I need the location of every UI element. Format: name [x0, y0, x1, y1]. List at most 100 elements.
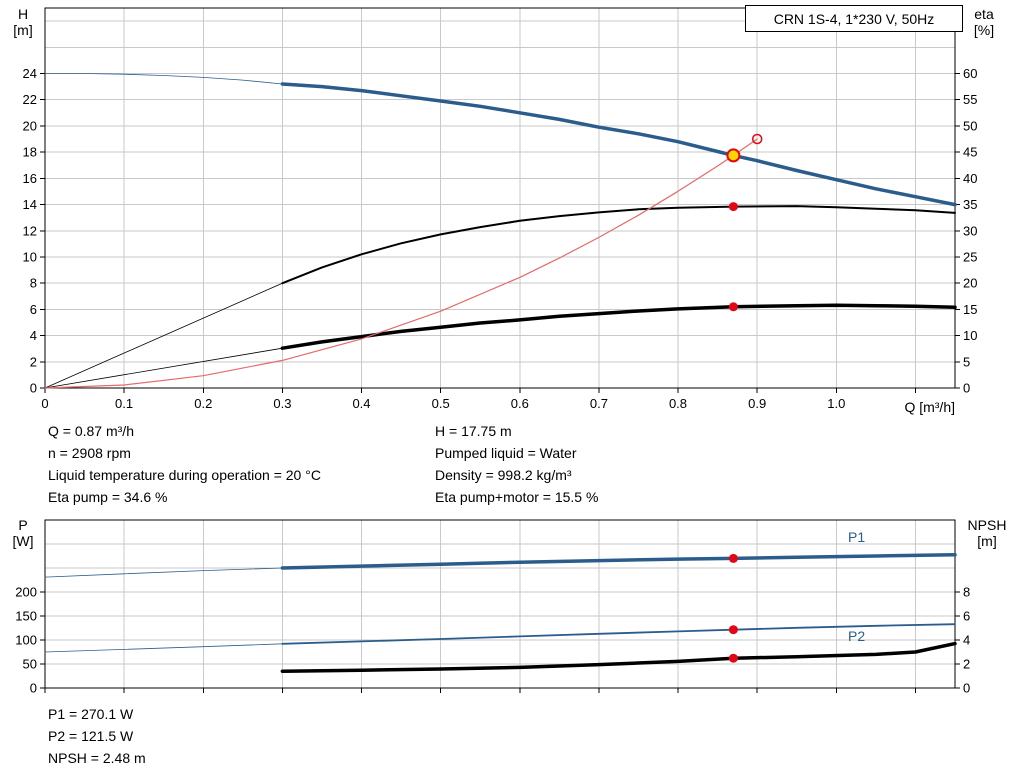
right-tick-label: 10 [963, 328, 977, 343]
curve-point-marker [728, 302, 738, 312]
left-tick-label: 24 [23, 66, 37, 81]
info-line-liquid-temp: Liquid temperature during operation = 20… [48, 467, 321, 483]
right-tick-label: 45 [963, 145, 977, 160]
info-line-npsh: NPSH = 2.48 m [48, 750, 146, 766]
info-line-eta-pump-motor: Eta pump+motor = 15.5 % [435, 489, 599, 505]
left-tick-label: 150 [15, 609, 37, 624]
left-tick-label: 12 [23, 223, 37, 238]
left-tick-label: 20 [23, 118, 37, 133]
axis-title-line: [%] [973, 22, 995, 38]
series-p2-extension [44, 643, 283, 653]
top-right-axis-title: eta [%] [962, 6, 1006, 38]
info-line-h: H = 17.75 m [435, 423, 512, 439]
series-p1-extension [44, 567, 283, 578]
right-tick-label: 8 [963, 585, 970, 600]
axis-title-line: H [17, 6, 29, 22]
series-eta-pump-motor-curve [280, 303, 957, 350]
x-tick-label: 0.6 [511, 396, 529, 411]
curve-point-marker [728, 202, 738, 212]
series-eta-pump-extension [44, 282, 283, 389]
x-tick-label: 0.8 [669, 396, 687, 411]
right-tick-label: 30 [963, 223, 977, 238]
axis-title-line: eta [974, 6, 994, 22]
curve-point-marker [728, 653, 738, 663]
right-tick-label: 0 [963, 381, 970, 396]
top-left-axis-title: H [m] [5, 6, 41, 38]
axis-title-line: [m] [977, 533, 997, 549]
axis-title-line: [W] [12, 533, 34, 549]
axis-title-line: [m] [13, 22, 33, 38]
info-line-pumped-liquid: Pumped liquid = Water [435, 445, 577, 461]
p1-curve-label: P1 [848, 529, 866, 545]
x-tick-label: 0.2 [194, 396, 212, 411]
curve-title-box: CRN 1S-4, 1*230 V, 50Hz [745, 5, 963, 32]
left-tick-label: 6 [30, 302, 37, 317]
right-tick-label: 2 [963, 657, 970, 672]
right-tick-label: 15 [963, 302, 977, 317]
series-system-curve [44, 138, 758, 389]
x-tick-label: 1.0 [827, 396, 845, 411]
x-tick-label: 0.1 [115, 396, 133, 411]
right-tick-label: 55 [963, 92, 977, 107]
bottom-chart-axis-ticks: 0 50 100 150 200 0 2 4 6 8 [15, 585, 970, 696]
bottom-chart-grid [45, 520, 955, 688]
duty-point-marker[interactable] [726, 148, 741, 163]
left-tick-label: 200 [15, 585, 37, 600]
x-tick-label: 0.3 [273, 396, 291, 411]
right-tick-label: 20 [963, 276, 977, 291]
series-head-curve [280, 82, 957, 207]
bottom-left-axis-title: P [W] [5, 517, 41, 549]
left-tick-label: 22 [23, 92, 37, 107]
left-tick-label: 100 [15, 633, 37, 648]
left-tick-label: 18 [23, 145, 37, 160]
top-chart-frame [44, 7, 956, 389]
power-info-block: P1 = 270.1 W P2 = 121.5 W NPSH = 2.48 m [48, 703, 146, 769]
left-tick-label: 14 [23, 197, 37, 212]
left-tick-label: 2 [30, 354, 37, 369]
left-tick-label: 10 [23, 250, 37, 265]
right-tick-label: 35 [963, 197, 977, 212]
x-tick-label: 0.7 [590, 396, 608, 411]
right-tick-label: 60 [963, 66, 977, 81]
series-eta-pump-curve [281, 205, 956, 285]
x-tick-label: 0.4 [352, 396, 370, 411]
left-tick-label: 50 [23, 657, 37, 672]
bottom-chart: 0 50 100 150 200 0 2 4 6 8 [15, 519, 970, 696]
curve-point-marker [728, 553, 738, 563]
duty-info-right-column: H = 17.75 m Pumped liquid = Water Densit… [435, 420, 598, 508]
info-line-p1: P1 = 270.1 W [48, 706, 134, 722]
x-tick-label: 0.9 [748, 396, 766, 411]
info-line-n: n = 2908 rpm [48, 445, 131, 461]
right-tick-label: 4 [963, 633, 970, 648]
info-line-eta-pump: Eta pump = 34.6 % [48, 489, 168, 505]
x-axis-title: Q [m³/h] [904, 399, 955, 415]
left-tick-label: 16 [23, 171, 37, 186]
curve-point-marker [728, 625, 738, 635]
right-tick-label: 5 [963, 354, 970, 369]
right-tick-label: 50 [963, 118, 977, 133]
left-tick-label: 4 [30, 328, 37, 343]
right-tick-label: 0 [963, 681, 970, 696]
info-line-p2: P2 = 121.5 W [48, 728, 134, 744]
system-curve-handle-icon[interactable] [751, 133, 763, 145]
series-head-curve-extension [44, 73, 283, 85]
right-tick-label: 6 [963, 609, 970, 624]
series-npsh-curve [280, 641, 957, 673]
axis-title-line: NPSH [967, 517, 1007, 533]
duty-info-left-column: Q = 0.87 m³/h n = 2908 rpm Liquid temper… [48, 420, 321, 508]
series-eta-pump-motor-extension [44, 347, 283, 389]
top-chart-grid [45, 8, 955, 388]
bottom-chart-frame [44, 519, 956, 689]
info-line-q: Q = 0.87 m³/h [48, 423, 134, 439]
left-tick-label: 0 [30, 681, 37, 696]
right-tick-label: 40 [963, 171, 977, 186]
info-line-density: Density = 998.2 kg/m³ [435, 467, 572, 483]
bottom-right-axis-title: NPSH [m] [954, 517, 1020, 549]
top-chart: 0246810121416182022240510152025303540455… [23, 7, 978, 411]
left-tick-label: 8 [30, 276, 37, 291]
left-tick-label: 0 [30, 381, 37, 396]
top-chart-axis-ticks: 0246810121416182022240510152025303540455… [23, 66, 978, 411]
axis-title-line: P [18, 517, 28, 533]
